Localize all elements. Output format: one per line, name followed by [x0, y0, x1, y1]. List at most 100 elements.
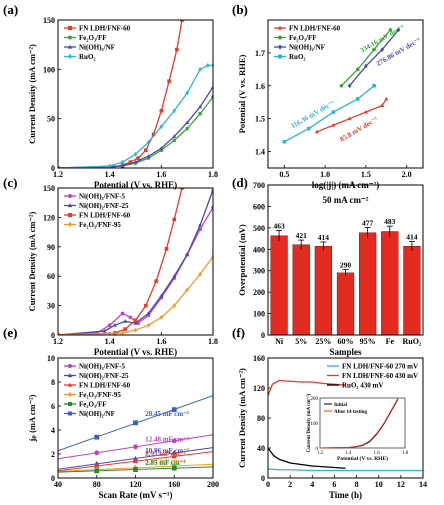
y-tick-label: 80 — [257, 414, 265, 423]
panel-d: (d) 0 100 200 300 400 500 600 700 Samples Overpote… — [232, 175, 424, 357]
x-tick-label: Fe — [386, 337, 395, 346]
x-tick-label: 160 — [168, 480, 180, 489]
x-tick-label: 5% — [295, 337, 307, 346]
inset-y-tick-label: 0 — [316, 447, 319, 452]
data-point — [388, 28, 393, 32]
data-point — [107, 323, 112, 328]
data-point — [185, 90, 189, 96]
panel-label: (a) — [3, 2, 18, 17]
data-point — [146, 154, 151, 158]
legend-label: Fe₂O₃/FNF-95 — [79, 221, 121, 229]
y-tick-label: 90 — [47, 243, 55, 252]
data-point — [123, 327, 127, 331]
x-tick-label: 2 — [288, 480, 292, 489]
plot-area — [58, 20, 213, 168]
y-axis-label: Potential (V vs. RHE) — [237, 54, 247, 133]
panel-e: (e) 40 80 120 160 200 0 2 4 6 8 10 Scan Rate (mV s⁻¹… — [3, 325, 219, 500]
data-point — [102, 328, 107, 333]
x-tick-label: 1.4 — [105, 170, 115, 179]
data-point — [372, 83, 376, 88]
x-tick-label: 8 — [355, 480, 359, 489]
x-tick-label: 60% — [338, 337, 354, 346]
bar — [314, 246, 332, 336]
legend-label: Ni(OH)₂/FNF-5 — [79, 193, 126, 201]
legend-label: Fe₂O₃/FF — [79, 34, 107, 42]
bar — [270, 235, 288, 336]
bar-data-label: 414 — [406, 233, 418, 242]
series-line — [349, 29, 400, 87]
legend-label: FN LDH/FNF-60 — [79, 212, 131, 220]
legend-marker — [68, 26, 72, 30]
y-tick-label: 0 — [51, 164, 55, 173]
y-tick-label: 1.6 — [255, 82, 265, 91]
inset-y-tick-label: 200 — [311, 397, 319, 402]
legend-label: RuO₂ — [289, 53, 306, 61]
data-point — [128, 315, 133, 320]
bar — [336, 272, 355, 336]
data-point — [132, 458, 139, 464]
y-tick-label: 4 — [51, 426, 55, 435]
series-line — [316, 98, 387, 133]
data-point — [167, 79, 171, 83]
y-tick-label: 0 — [261, 331, 265, 340]
legend-marker — [67, 382, 73, 387]
y-tick-label: 300 — [253, 267, 265, 276]
inset-x-tick-label: 1.4 — [345, 451, 352, 456]
y-tick-label: 160 — [253, 354, 265, 363]
legend-label: Ni(OH)₂/FNF-25 — [79, 202, 129, 210]
data-point — [306, 126, 311, 131]
plot-area — [58, 188, 213, 335]
data-point — [171, 407, 177, 412]
data-point — [159, 315, 164, 320]
y-axis-label: Current Density (mA cm⁻²) — [27, 44, 37, 144]
bar-data-label: 477 — [362, 218, 374, 227]
inset-series-line — [319, 398, 399, 449]
y-tick-label: 60 — [47, 272, 55, 281]
slope-label: 8.95 mF cm⁻² — [145, 450, 185, 458]
y-axis-label: Current Density (mA cm⁻²) — [237, 368, 247, 468]
y-tick-label: 0 — [51, 331, 55, 340]
legend-label: FN LDH/FNF-60 430 mV — [342, 372, 418, 380]
legend-marker — [68, 402, 72, 406]
x-axis-label: Samples — [329, 347, 362, 357]
legend-label: Fe₂O₃/FF — [289, 34, 317, 42]
data-point — [159, 108, 164, 113]
data-point — [120, 163, 125, 168]
data-point — [339, 83, 344, 88]
legend-label: Ni(OH)₂/NF — [289, 44, 325, 52]
legend-marker — [67, 44, 73, 49]
plot-frame — [267, 357, 424, 479]
data-point — [133, 444, 138, 450]
data-point — [185, 287, 189, 293]
x-axis-label: Time (h) — [329, 490, 362, 500]
legend-label: Ni(OH)₂/NF — [79, 44, 115, 52]
plot-area — [268, 379, 423, 472]
panel-label: (d) — [232, 175, 248, 190]
x-tick-label: 25% — [315, 337, 331, 346]
legend-marker — [277, 25, 283, 30]
data-point — [146, 311, 151, 315]
data-point — [363, 109, 368, 114]
data-point — [384, 96, 389, 101]
data-point — [206, 63, 210, 68]
data-point — [180, 188, 184, 190]
data-point — [172, 108, 177, 114]
data-point — [198, 223, 203, 227]
legend-label: FN LDH/FNF-60 270 mV — [342, 363, 418, 371]
data-point — [133, 321, 138, 325]
inset-x-tick-label: 1.6 — [374, 451, 381, 456]
x-tick-label: Ni — [275, 337, 284, 346]
data-point — [380, 47, 385, 52]
y-tick-label: 700 — [253, 181, 265, 190]
y-tick-label: 120 — [253, 384, 265, 393]
bar-data-label: 463 — [273, 221, 285, 230]
data-point — [146, 322, 151, 328]
x-axis-label: Potential (V vs. RHE) — [94, 347, 177, 357]
x-tick-label: 1.2 — [53, 170, 63, 179]
bar-data-label: 483 — [384, 217, 396, 226]
y-tick-label: 400 — [253, 245, 265, 254]
panel-label: (f) — [232, 325, 245, 340]
data-point — [171, 465, 177, 471]
